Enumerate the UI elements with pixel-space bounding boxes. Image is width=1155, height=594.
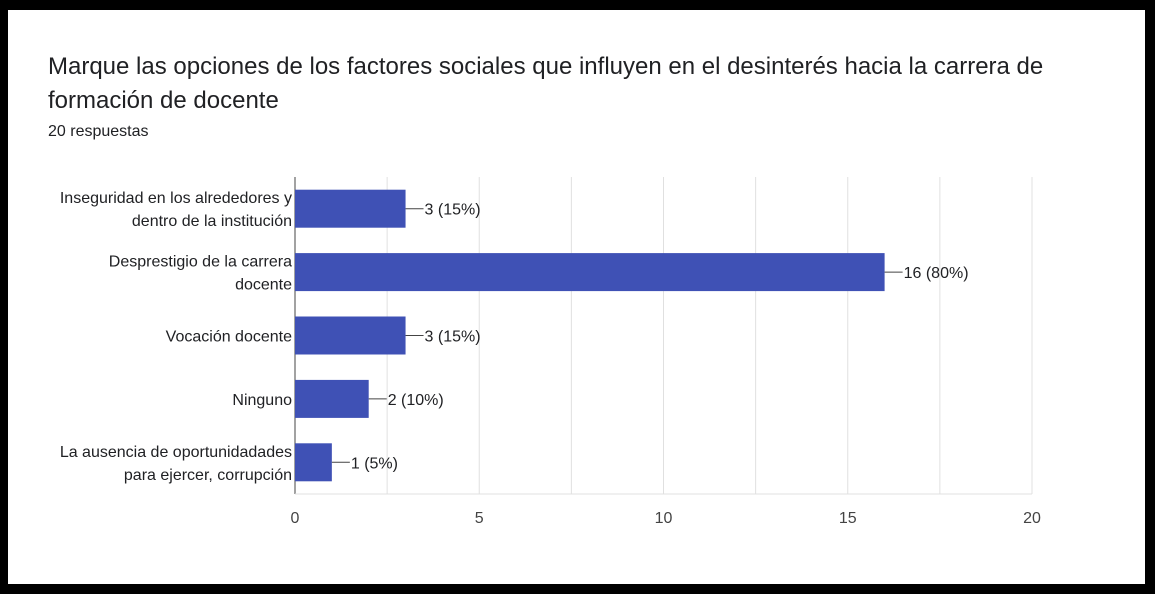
- bar: [295, 379, 369, 418]
- bar: [295, 316, 406, 355]
- category-label: Ninguno: [232, 392, 292, 409]
- x-tick-label: 15: [839, 510, 857, 527]
- category-label: para ejercer, corrupción: [124, 467, 292, 484]
- data-label: 3 (15%): [425, 329, 481, 346]
- data-label: 16 (80%): [904, 265, 969, 282]
- category-label: docente: [235, 277, 292, 294]
- category-label: Vocación docente: [166, 329, 292, 346]
- data-label: 2 (10%): [388, 392, 444, 409]
- data-label: 1 (5%): [351, 455, 398, 472]
- chart-title: Marque las opciones de los factores soci…: [48, 53, 1044, 114]
- x-tick-label: 10: [655, 510, 673, 527]
- x-tick-label: 20: [1023, 510, 1041, 527]
- category-label: Desprestigio de la carrera: [109, 254, 292, 271]
- bar: [295, 443, 332, 482]
- category-label: dentro de la institución: [132, 213, 292, 230]
- category-label: La ausencia de oportunidadades: [60, 444, 292, 461]
- x-tick-label: 0: [291, 510, 300, 527]
- bar: [295, 253, 885, 292]
- data-label: 3 (15%): [425, 202, 481, 219]
- chart-card: Marque las opciones de los factores soci…: [8, 10, 1145, 584]
- x-tick-label: 5: [475, 510, 484, 527]
- bar: [295, 189, 406, 228]
- category-label: Inseguridad en los alrededores y: [60, 190, 292, 207]
- response-count: 20 respuestas: [48, 123, 149, 140]
- bar-chart: 0 5 10 15 20 3 (15%) Inseguridad en los alrede…: [60, 177, 1041, 527]
